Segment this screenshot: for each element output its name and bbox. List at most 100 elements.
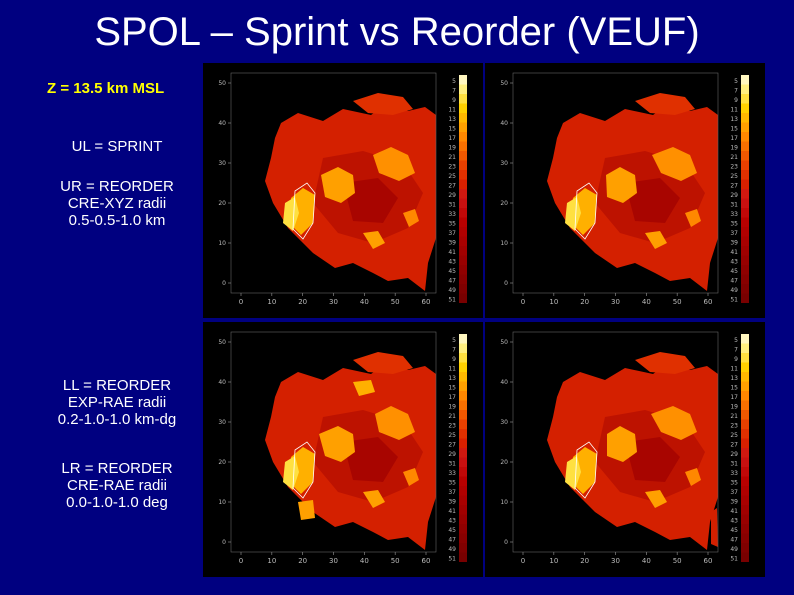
colorbar-swatch bbox=[459, 457, 467, 467]
colorbar-tick-label: 7 bbox=[452, 88, 456, 95]
colorbar-swatch bbox=[459, 334, 467, 344]
colorbar-tick-label: 35 bbox=[730, 221, 738, 228]
colorbar-tick-label: 19 bbox=[448, 145, 456, 152]
x-tick-label: 50 bbox=[673, 298, 682, 306]
colorbar-tick-label: 29 bbox=[730, 451, 738, 458]
x-tick-label: 50 bbox=[391, 298, 400, 306]
colorbar-swatch bbox=[741, 227, 749, 237]
x-tick-label: 40 bbox=[642, 557, 651, 565]
colorbar-tick-label: 37 bbox=[448, 489, 456, 496]
colorbar-swatch bbox=[741, 84, 749, 94]
colorbar-tick-label: 23 bbox=[730, 423, 738, 430]
x-tick-label: 20 bbox=[298, 298, 307, 306]
y-tick-label: 0 bbox=[222, 280, 226, 287]
colorbar-swatch bbox=[459, 372, 467, 382]
colorbar-tick-label: 9 bbox=[734, 97, 738, 104]
colorbar-tick-label: 31 bbox=[448, 202, 456, 209]
colorbar-swatch bbox=[459, 170, 467, 180]
colorbar-swatch bbox=[741, 334, 749, 344]
x-tick-label: 10 bbox=[267, 298, 276, 306]
colorbar: 5 7 9 11 13 15 17 19 21 23 25 27 29 31 33 35 37 39 41 43 45 4… bbox=[730, 75, 749, 304]
colorbar-tick-label: 49 bbox=[448, 287, 456, 294]
y-tick-label: 10 bbox=[500, 499, 508, 506]
colorbar-swatch bbox=[741, 448, 749, 458]
radar-plot: 0 10 20 30 40 50 60 50 40 30 20 10 0 5 7 9 11 13 15 17 19 21 2… bbox=[218, 72, 467, 306]
colorbar-tick-label: 47 bbox=[730, 278, 738, 285]
colorbar-swatch bbox=[741, 457, 749, 467]
y-tick-label: 20 bbox=[500, 459, 508, 466]
colorbar-swatch bbox=[741, 160, 749, 170]
colorbar-tick-label: 37 bbox=[730, 230, 738, 237]
y-tick-label: 20 bbox=[218, 459, 226, 466]
colorbar-tick-label: 35 bbox=[730, 480, 738, 487]
colorbar-swatch bbox=[741, 514, 749, 524]
colorbar: 5 7 9 11 13 15 17 19 21 23 25 27 29 31 33 35 37 39 41 43 45 4… bbox=[448, 75, 467, 304]
colorbar-tick-label: 5 bbox=[452, 337, 456, 344]
label-upper-right: UR = REORDER CRE-XYZ radii 0.5-0.5-1.0 k… bbox=[60, 178, 174, 229]
colorbar-swatch bbox=[459, 533, 467, 543]
colorbar-swatch bbox=[459, 448, 467, 458]
colorbar-tick-label: 51 bbox=[730, 297, 738, 304]
colorbar-swatch bbox=[459, 400, 467, 410]
colorbar-swatch bbox=[741, 246, 749, 256]
x-tick-label: 0 bbox=[239, 557, 243, 565]
y-tick-label: 50 bbox=[218, 339, 226, 346]
colorbar-swatch bbox=[741, 255, 749, 265]
colorbar-swatch bbox=[741, 362, 749, 372]
colorbar-swatch bbox=[459, 265, 467, 275]
colorbar-tick-label: 39 bbox=[448, 499, 456, 506]
colorbar-tick-label: 49 bbox=[448, 546, 456, 553]
colorbar-swatch bbox=[459, 410, 467, 420]
x-tick-label: 40 bbox=[360, 557, 369, 565]
colorbar-tick-label: 43 bbox=[448, 259, 456, 266]
colorbar-swatch bbox=[459, 255, 467, 265]
colorbar-swatch bbox=[459, 353, 467, 363]
colorbar-swatch bbox=[459, 429, 467, 439]
colorbar-tick-label: 21 bbox=[448, 413, 456, 420]
y-tick-label: 50 bbox=[500, 80, 508, 87]
colorbar-tick-label: 5 bbox=[452, 78, 456, 85]
colorbar-tick-label: 9 bbox=[734, 356, 738, 363]
colorbar-swatch bbox=[459, 151, 467, 161]
colorbar-swatch bbox=[459, 122, 467, 132]
colorbar-tick-label: 19 bbox=[730, 145, 738, 152]
x-tick-label: 60 bbox=[704, 298, 713, 306]
colorbar-tick-label: 35 bbox=[448, 221, 456, 228]
colorbar-swatch bbox=[459, 505, 467, 515]
x-tick-label: 10 bbox=[267, 557, 276, 565]
colorbar-swatch bbox=[741, 429, 749, 439]
x-tick-label: 60 bbox=[422, 298, 431, 306]
colorbar-swatch bbox=[741, 543, 749, 553]
y-tick-label: 10 bbox=[218, 499, 226, 506]
colorbar-swatch bbox=[741, 151, 749, 161]
colorbar-tick-label: 51 bbox=[448, 556, 456, 563]
colorbar-tick-label: 19 bbox=[448, 404, 456, 411]
colorbar-tick-label: 45 bbox=[730, 527, 738, 534]
colorbar-swatch bbox=[459, 543, 467, 553]
plot-axes: 0 10 20 30 40 50 60 50 40 30 20 10 0 bbox=[218, 331, 437, 565]
y-tick-label: 30 bbox=[500, 419, 508, 426]
colorbar-tick-label: 7 bbox=[452, 347, 456, 354]
plot-axes: 0 10 20 30 40 50 60 50 40 30 20 10 0 bbox=[218, 72, 437, 306]
x-tick-label: 20 bbox=[580, 298, 589, 306]
altitude-subtitle: Z = 13.5 km MSL bbox=[47, 80, 165, 97]
colorbar-swatch bbox=[459, 94, 467, 104]
colorbar-swatch bbox=[741, 476, 749, 486]
colorbar-tick-label: 39 bbox=[448, 240, 456, 247]
colorbar-tick-label: 47 bbox=[448, 278, 456, 285]
colorbar-swatch bbox=[459, 495, 467, 505]
plot-axes: 0 10 20 30 40 50 60 50 40 30 20 10 0 bbox=[500, 331, 719, 565]
colorbar-swatch bbox=[741, 400, 749, 410]
colorbar-tick-label: 19 bbox=[730, 404, 738, 411]
colorbar-tick-label: 23 bbox=[448, 164, 456, 171]
colorbar-tick-label: 37 bbox=[448, 230, 456, 237]
colorbar-swatch bbox=[459, 189, 467, 199]
colorbar-tick-label: 11 bbox=[730, 366, 738, 373]
colorbar-tick-label: 27 bbox=[448, 183, 456, 190]
y-tick-label: 50 bbox=[218, 80, 226, 87]
colorbar-tick-label: 13 bbox=[730, 375, 738, 382]
colorbar-tick-label: 31 bbox=[730, 461, 738, 468]
x-tick-label: 60 bbox=[704, 557, 713, 565]
colorbar-tick-label: 41 bbox=[448, 508, 456, 515]
panel-lower-right-reorder-cre-rae: 0 10 20 30 40 50 60 50 40 30 20 10 0 5 7 9 11 13 15 17 19 21 2… bbox=[485, 322, 765, 577]
